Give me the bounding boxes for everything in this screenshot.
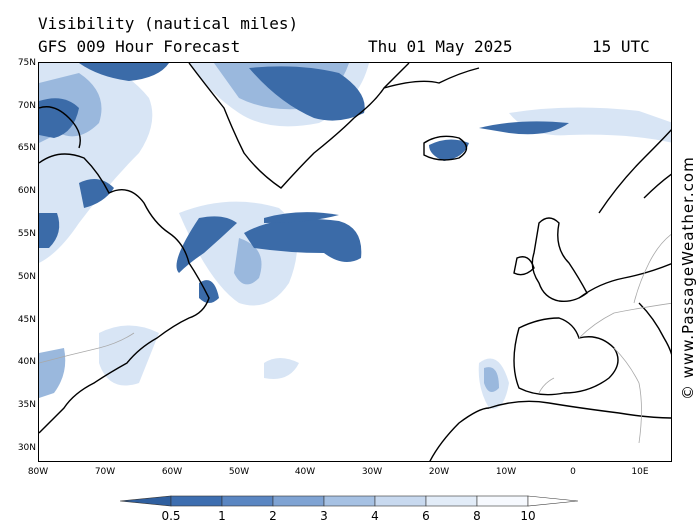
visibility-colorbar [119, 495, 579, 507]
country-borders [39, 234, 671, 444]
lat-label: 75N [17, 58, 36, 68]
lat-label: 40N [17, 357, 36, 367]
colorbar-arrow-high [527, 495, 579, 507]
lat-label: 50N [17, 272, 36, 282]
lon-label: 10E [631, 467, 649, 477]
colorbar-cell [425, 495, 478, 507]
colorbar-label: 6 [422, 509, 430, 523]
forecast-date: Thu 01 May 2025 [368, 37, 513, 56]
map-area[interactable] [38, 62, 672, 462]
coastlines [39, 63, 671, 461]
lon-label: 50W [228, 467, 250, 477]
lon-label: 30W [361, 467, 383, 477]
forecast-hour: 15 UTC [592, 37, 650, 56]
lat-label: 60N [17, 186, 36, 196]
lon-label: 10W [495, 467, 517, 477]
lon-label: 0 [570, 467, 576, 477]
colorbar-label: 3 [320, 509, 328, 523]
forecast-subtitle: GFS 009 Hour Forecast [38, 37, 241, 56]
lat-label: 30N [17, 443, 36, 453]
colorbar-label: 4 [371, 509, 379, 523]
colorbar-label: 2 [269, 509, 277, 523]
lon-label: 80W [27, 467, 49, 477]
colorbar-label: 8 [473, 509, 481, 523]
colorbar-cell [323, 495, 376, 507]
lon-label: 40W [294, 467, 316, 477]
colorbar-cells [119, 495, 579, 507]
website-credit: © www.PassageWeather.com [679, 156, 697, 400]
map-title: Visibility (nautical miles) [38, 14, 299, 33]
colorbar-label: 1 [218, 509, 226, 523]
colorbar-cell [374, 495, 427, 507]
lat-label: 45N [17, 315, 36, 325]
colorbar-cell [476, 495, 529, 507]
colorbar-label: 0.5 [161, 509, 181, 523]
colorbar-arrow-low [119, 495, 172, 507]
lon-label: 60W [161, 467, 183, 477]
lat-label: 35N [17, 400, 36, 410]
lat-label: 55N [17, 229, 36, 239]
lat-label: 65N [17, 143, 36, 153]
colorbar-cell [272, 495, 325, 507]
colorbar-cell [170, 495, 223, 507]
lon-label: 70W [94, 467, 116, 477]
lon-label: 20W [428, 467, 450, 477]
colorbar-cell [221, 495, 274, 507]
low-visibility-areas [39, 63, 569, 303]
lat-label: 70N [17, 101, 36, 111]
colorbar-label: 10 [520, 509, 536, 523]
map-canvas [39, 63, 671, 461]
